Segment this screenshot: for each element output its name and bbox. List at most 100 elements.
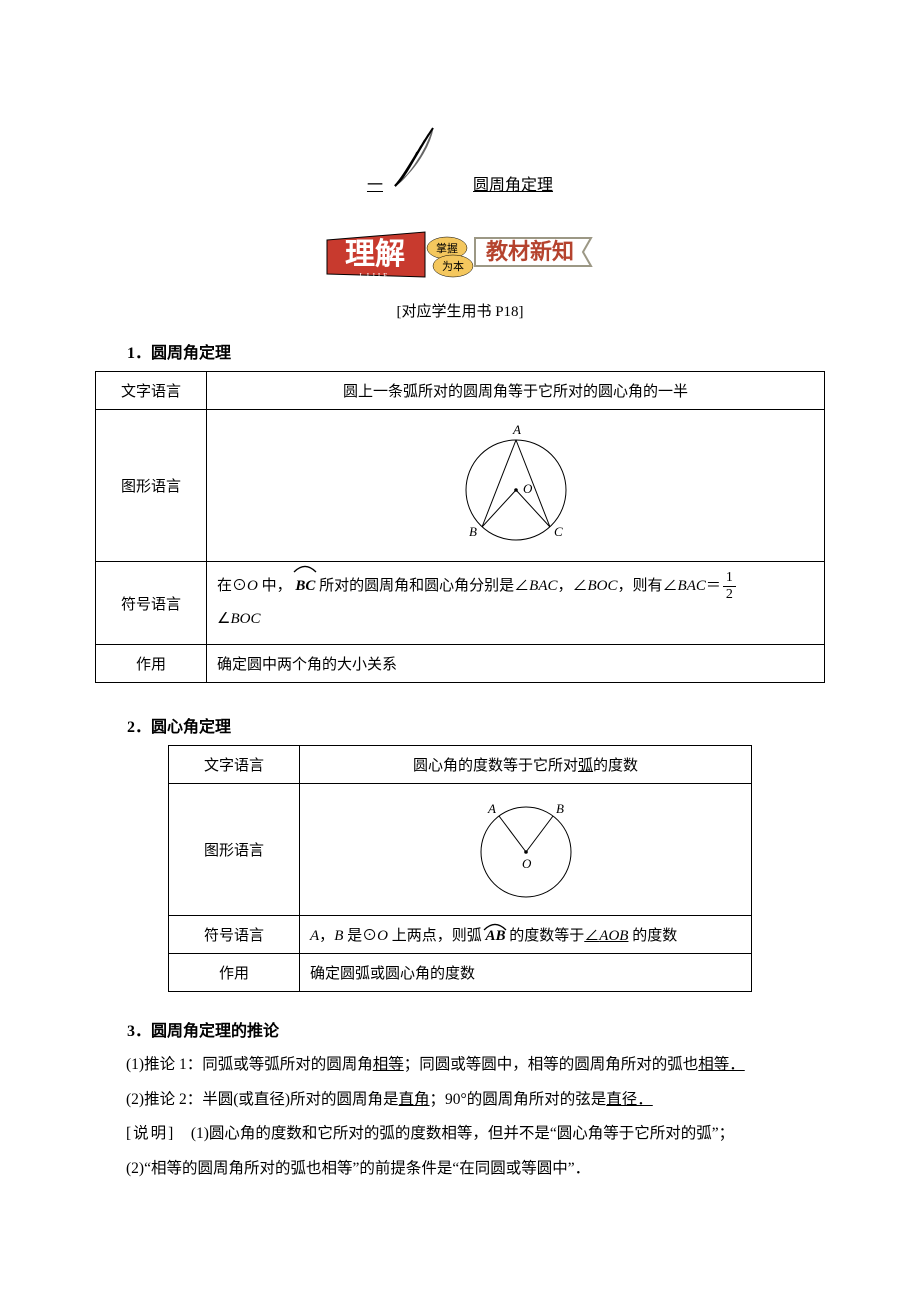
t1-diagram-cell: O A B C xyxy=(207,410,825,562)
s2-num: 2． xyxy=(127,719,151,736)
txt: (1)推论 1：同弧或等弧所对的圆周角 xyxy=(126,1056,373,1073)
txt: A xyxy=(310,928,319,944)
diag1-A: A xyxy=(512,422,521,437)
banner-lijie: 理解 xyxy=(345,238,405,271)
t1-zuoyong-label: 作用 xyxy=(96,645,207,683)
t1-fuhao-cell: 在⊙O 中， BC 所对的圆周角和圆心角分别是∠BAC，∠BOC，则有∠BAC＝… xyxy=(207,562,825,645)
txt: 圆心角的度数等于它所对 xyxy=(413,758,578,774)
t2-diagram-cell: O A B xyxy=(300,784,752,916)
txt: 是⊙ xyxy=(343,928,377,944)
diag2-O: O xyxy=(522,856,532,871)
txt: 的度数 xyxy=(593,758,638,774)
section1-head: 1．圆周角定理 xyxy=(95,339,825,363)
banner-image: 理解 LIJIE 掌握 为本 教材新知 xyxy=(325,230,595,285)
arc-bc: BC xyxy=(295,570,315,603)
fraction: 12 xyxy=(723,571,736,602)
title-dash: 一 xyxy=(367,171,383,195)
t2-zuoyong-text: 确定圆弧或圆心角的度数 xyxy=(300,954,752,992)
title-block: 一 圆周角定理 xyxy=(95,120,825,195)
txt: ＝ xyxy=(706,578,721,594)
txt: 的度数等于 xyxy=(509,928,584,944)
s1-num: 1． xyxy=(127,345,151,362)
page: 一 圆周角定理 理解 LIJIE xyxy=(0,0,920,1237)
s2-title: 圆心角定理 xyxy=(151,719,231,736)
txt-u: 相等 xyxy=(373,1056,404,1073)
circle-diagram-2: O A B xyxy=(451,792,601,902)
txt: ；90°的圆周角所对的弦是 xyxy=(430,1091,607,1108)
txt: ；同圆或等圆中，相等的圆周角所对的弧也 xyxy=(404,1056,699,1073)
txt: ，∠ xyxy=(558,578,588,594)
feather-icon xyxy=(385,120,445,195)
t2-fuhao-cell: A，B 是⊙O 上两点，则弧 AB 的度数等于∠AOB 的度数 xyxy=(300,916,752,954)
txt: 所对的圆周角和圆心角分别是∠ xyxy=(319,578,529,594)
diag2-A: A xyxy=(487,801,496,816)
txt: O xyxy=(247,578,258,594)
banner-badge1: 掌握 xyxy=(436,241,458,255)
s3-note2: (2)“相等的圆周角所对的弧也相等”的前提条件是“在同圆或等圆中”． xyxy=(95,1153,825,1186)
t2-zuoyong-label: 作用 xyxy=(169,954,300,992)
txt: AOB xyxy=(599,928,628,944)
txt: BAC xyxy=(529,578,557,594)
title-row: 一 圆周角定理 xyxy=(367,120,553,195)
diag1-C: C xyxy=(554,524,563,539)
section3-head: 3．圆周角定理的推论 xyxy=(95,1017,825,1041)
table-row: 作用 确定圆弧或圆心角的度数 xyxy=(169,954,752,992)
table-theorem2: 文字语言 圆心角的度数等于它所对弧的度数 图形语言 O A B 符号语言 xyxy=(168,745,752,992)
t1-fuhao-line1: 在⊙O 中， BC 所对的圆周角和圆心角分别是∠BAC，∠BOC，则有∠BAC＝… xyxy=(217,570,814,603)
table-row: 图形语言 O A B xyxy=(169,784,752,916)
table-row: 文字语言 圆上一条弧所对的圆周角等于它所对的圆心角的一半 xyxy=(96,372,825,410)
table-theorem1: 文字语言 圆上一条弧所对的圆周角等于它所对的圆心角的一半 图形语言 O A B … xyxy=(95,371,825,683)
s3-note1: [说明] (1)圆心角的度数和它所对的弧的度数相等，但并不是“圆心角等于它所对的… xyxy=(95,1118,825,1151)
txt-u: 直角 xyxy=(399,1091,430,1108)
s3-p1: (1)推论 1：同弧或等弧所对的圆周角相等；同圆或等圆中，相等的圆周角所对的弧也… xyxy=(95,1049,825,1082)
note-label: [说明] xyxy=(126,1125,175,1142)
txt: ， xyxy=(319,928,334,944)
t2-fuhao-label: 符号语言 xyxy=(169,916,300,954)
arc-label: BC xyxy=(295,578,315,594)
banner-wrap: 理解 LIJIE 掌握 为本 教材新知 xyxy=(95,230,825,285)
txt-u: 弧 xyxy=(578,758,593,774)
section2-head: 2．圆心角定理 xyxy=(95,713,825,737)
txt-u: 相等． xyxy=(698,1056,745,1073)
txt: BOC xyxy=(230,611,260,627)
t1-wenzi-text: 圆上一条弧所对的圆周角等于它所对的圆心角的一半 xyxy=(207,372,825,410)
t1-zuoyong-text: 确定圆中两个角的大小关系 xyxy=(207,645,825,683)
t1-fuhao-line2: ∠BOC xyxy=(217,603,814,636)
table-row: 符号语言 A，B 是⊙O 上两点，则弧 AB 的度数等于∠AOB 的度数 xyxy=(169,916,752,954)
banner-tail: 教材新知 xyxy=(486,239,574,264)
t1-wenzi-label: 文字语言 xyxy=(96,372,207,410)
txt: 中， xyxy=(258,578,292,594)
txt: ∠ xyxy=(584,928,599,944)
table-row: 文字语言 圆心角的度数等于它所对弧的度数 xyxy=(169,746,752,784)
diag1-B: B xyxy=(469,524,477,539)
t2-tuxing-label: 图形语言 xyxy=(169,784,300,916)
txt: (1)圆心角的度数和它所对的弧的度数相等，但并不是“圆心角等于它所对的弧”； xyxy=(175,1125,734,1142)
arc-ab: AB xyxy=(485,928,505,945)
txt: (2)推论 2：半圆(或直径)所对的圆周角是 xyxy=(126,1091,399,1108)
txt: BOC xyxy=(588,578,618,594)
frac-den: 2 xyxy=(723,587,736,602)
table-row: 图形语言 O A B C xyxy=(96,410,825,562)
txt: B xyxy=(334,928,343,944)
sub-ref: [对应学生用书 P18] xyxy=(95,300,825,321)
txt: O xyxy=(377,928,388,944)
diag2-B: B xyxy=(556,801,564,816)
t2-wenzi-label: 文字语言 xyxy=(169,746,300,784)
txt: BAC xyxy=(678,578,706,594)
txt: 上两点，则弧 xyxy=(388,928,486,944)
txt: 的度数 xyxy=(628,928,677,944)
banner-pinyin: LIJIE xyxy=(360,272,391,280)
t2-wenzi-cell: 圆心角的度数等于它所对弧的度数 xyxy=(300,746,752,784)
txt-u: ∠AOB xyxy=(584,928,628,944)
txt: ∠ xyxy=(217,611,230,627)
t1-tuxing-label: 图形语言 xyxy=(96,410,207,562)
txt: (2)“相等的圆周角所对的弧也相等”的前提条件是“在同圆或等圆中”． xyxy=(126,1160,590,1177)
s3-title: 圆周角定理的推论 xyxy=(151,1023,279,1040)
s1-title: 圆周角定理 xyxy=(151,345,231,362)
frac-num: 1 xyxy=(723,571,736,587)
title-text: 圆周角定理 xyxy=(473,171,553,195)
s3-p2: (2)推论 2：半圆(或直径)所对的圆周角是直角；90°的圆周角所对的弦是直径． xyxy=(95,1084,825,1117)
table-row: 符号语言 在⊙O 中， BC 所对的圆周角和圆心角分别是∠BAC，∠BOC，则有… xyxy=(96,562,825,645)
s3-num: 3． xyxy=(127,1023,151,1040)
circle-diagram-1: O A B C xyxy=(441,418,591,548)
